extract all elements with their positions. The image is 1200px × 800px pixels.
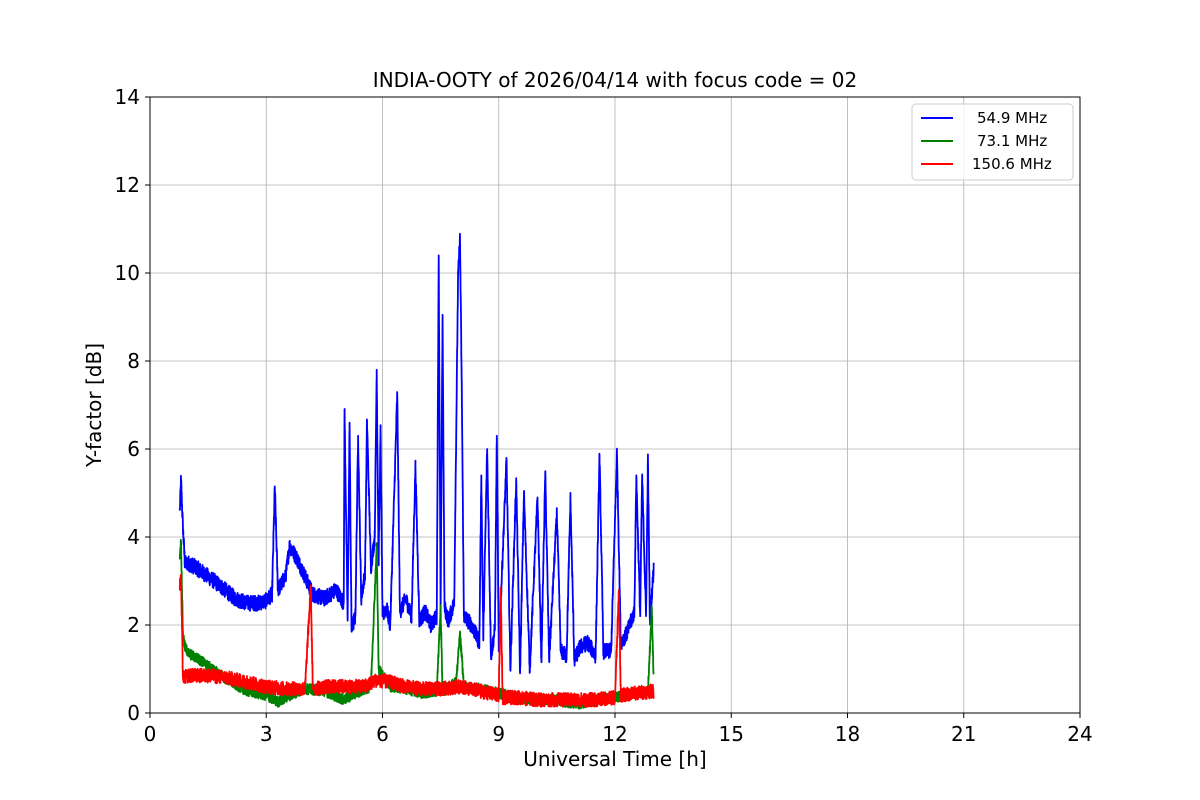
- x-tick-label: 9: [492, 722, 505, 746]
- y-tick-label: 2: [127, 613, 140, 637]
- y-tick-label: 12: [115, 173, 140, 197]
- x-tick-label: 24: [1067, 722, 1092, 746]
- y-tick-label: 6: [127, 437, 140, 461]
- series-line-150-6-mhz: [178, 573, 655, 708]
- x-tick-label: 12: [602, 722, 627, 746]
- y-tick-label: 8: [127, 349, 140, 373]
- x-tick-label: 0: [144, 722, 157, 746]
- x-tick-label: 21: [951, 722, 976, 746]
- x-tick-label: 3: [260, 722, 273, 746]
- x-tick-label: 15: [719, 722, 744, 746]
- x-tick-label: 18: [835, 722, 860, 746]
- legend-box: [911, 103, 1074, 181]
- legend: 54.9 MHz 73.1 MHz 150.6 MHz: [911, 103, 1074, 181]
- y-axis-label: Y-factor [dB]: [82, 343, 106, 468]
- y-tick-label: 10: [115, 261, 140, 285]
- series-line-73-1-mhz: [178, 538, 655, 710]
- chart-title: INDIA-OOTY of 2026/04/14 with focus code…: [373, 68, 857, 92]
- y-tick-label: 14: [115, 85, 140, 109]
- series-lines: [178, 232, 655, 710]
- legend-label-150-6-mhz: 150.6 MHz: [972, 155, 1052, 173]
- y-tick-label: 4: [127, 525, 140, 549]
- y-tick-label: 0: [127, 701, 140, 725]
- legend-label-73-1-mhz: 73.1 MHz: [977, 132, 1047, 150]
- x-tick-label: 6: [376, 722, 389, 746]
- series-line-54-9-mhz: [178, 232, 655, 675]
- legend-label-54-9-mhz: 54.9 MHz: [977, 109, 1047, 127]
- x-axis-label: Universal Time [h]: [523, 747, 706, 771]
